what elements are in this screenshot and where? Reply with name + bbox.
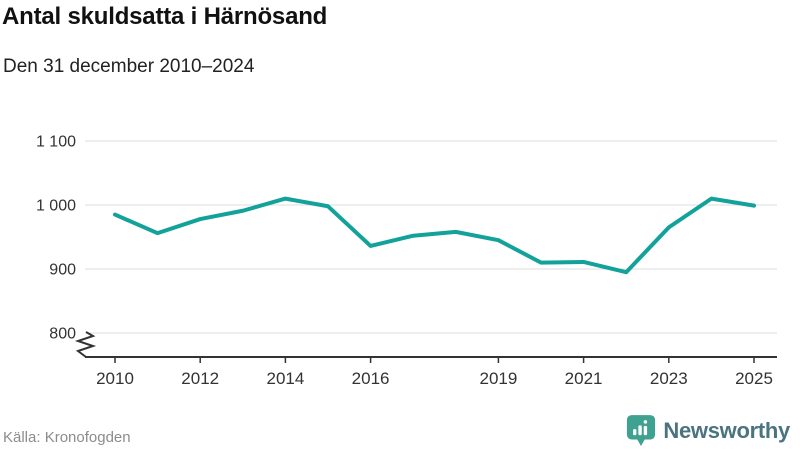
data-line xyxy=(113,196,756,275)
y-tick-label: 1 000 xyxy=(36,198,76,215)
newsworthy-logo: Newsworthy xyxy=(626,414,790,448)
x-tick-label: 2014 xyxy=(266,369,304,388)
brand-name: Newsworthy xyxy=(663,418,790,443)
y-tick-label: 900 xyxy=(49,262,76,279)
y-tick-label: 800 xyxy=(49,326,76,343)
x-tick-label: 2021 xyxy=(565,369,603,388)
y-tick-label: 1 100 xyxy=(36,134,76,151)
axis-break-icon xyxy=(74,331,97,358)
x-tick-label: 2012 xyxy=(181,369,219,388)
source-label: Källa: Kronofogden xyxy=(3,429,131,446)
x-tick-label: 2016 xyxy=(352,369,390,388)
x-tick-label: 2010 xyxy=(96,369,134,388)
bar-chart-bubble-icon xyxy=(627,415,656,446)
x-tick-label: 2023 xyxy=(650,369,688,388)
page-title: Antal skuldsatta i Härnösand xyxy=(2,3,328,30)
x-tick-label: 2019 xyxy=(479,369,517,388)
chart-subtitle: Den 31 december 2010–2024 xyxy=(3,56,255,77)
x-tick-label: 2025 xyxy=(735,369,773,388)
